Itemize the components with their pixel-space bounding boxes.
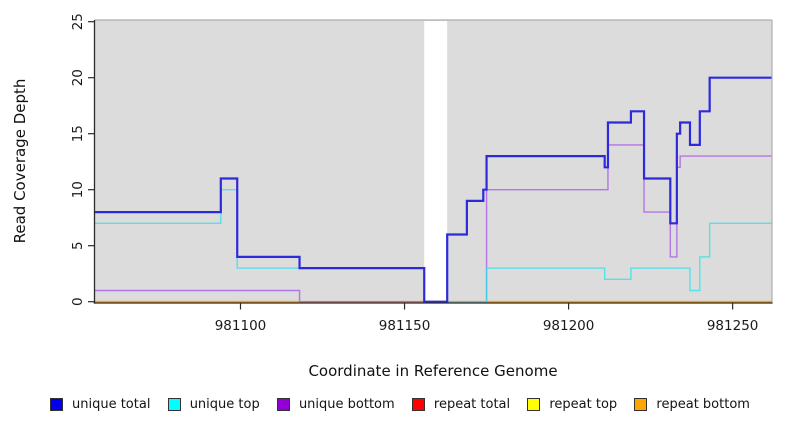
legend-label: unique bottom	[298, 397, 395, 412]
legend-swatch-repeat-bottom	[634, 398, 648, 411]
y-tick-label: 25	[70, 13, 86, 30]
legend-item-repeat-top: repeat top	[527, 397, 617, 412]
y-tick-label: 0	[70, 297, 86, 306]
legend-swatch-unique-total	[50, 398, 63, 411]
legend: unique total unique top unique bottom repea…	[0, 397, 792, 412]
legend-swatch-repeat-total	[411, 398, 425, 411]
legend-label: unique total	[72, 397, 151, 412]
legend-item-unique-total: unique total	[50, 397, 150, 412]
legend-item-unique-top: unique top	[167, 397, 260, 412]
legend-label: repeat bottom	[656, 397, 750, 412]
coverage-gap-band	[424, 21, 448, 302]
legend-swatch-repeat-top	[527, 398, 541, 411]
legend-item-repeat-bottom: repeat bottom	[634, 397, 750, 412]
legend-label: unique top	[189, 397, 260, 412]
y-axis-title: Read Coverage Depth	[11, 78, 29, 244]
y-tick-label: 10	[70, 181, 86, 198]
x-tick-label: 981200	[543, 318, 595, 334]
x-tick-label: 981150	[379, 318, 431, 334]
x-axis-title: Coordinate in Reference Genome	[308, 362, 558, 380]
legend-label: repeat total	[433, 397, 511, 412]
x-tick-label: 981100	[215, 318, 267, 334]
y-tick-label: 20	[70, 69, 86, 86]
x-tick-label: 981250	[707, 318, 759, 334]
legend-label: repeat top	[549, 397, 618, 412]
legend-item-repeat-total: repeat total	[411, 397, 511, 412]
series-line-unique-total	[94, 76, 772, 303]
y-tick-label: 15	[70, 125, 86, 142]
legend-item-unique-bottom: unique bottom	[276, 397, 395, 412]
y-tick-label: 5	[70, 241, 86, 250]
legend-swatch-unique-top	[167, 398, 181, 411]
legend-swatch-unique-bottom	[276, 398, 290, 411]
coverage-step-plot: 981100 981150 981200 981250 0 5 10 15 20 25	[70, 13, 773, 334]
